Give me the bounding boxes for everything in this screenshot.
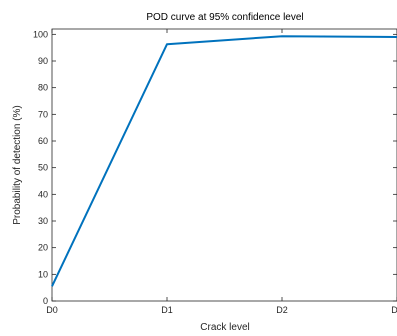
x-axis: D0 D1 D2 D3 <box>46 29 397 315</box>
x-tick-label: D1 <box>161 305 173 315</box>
series-layer <box>51 35 397 287</box>
x-tick-label: D2 <box>276 305 288 315</box>
y-tick-label: 10 <box>38 269 48 279</box>
y-tick-label: 40 <box>38 189 48 199</box>
x-tick-label: D0 <box>46 305 58 315</box>
y-tick-label: 80 <box>38 83 48 93</box>
y-tick-label: 90 <box>38 56 48 66</box>
y-tick-label: 70 <box>38 109 48 119</box>
series-line-0 <box>51 35 397 287</box>
y-tick-label: 60 <box>38 136 48 146</box>
x-axis-label: Crack level <box>200 322 249 333</box>
y-tick-label: 50 <box>38 163 48 173</box>
y-axis: 0 10 20 30 40 50 60 70 80 90 100 <box>33 29 397 306</box>
y-tick-label: 20 <box>38 243 48 253</box>
y-axis-label: Probability of detection (%) <box>12 105 23 225</box>
y-tick-label: 100 <box>33 29 48 39</box>
y-tick-label: 30 <box>38 216 48 226</box>
plot-area-frame <box>51 28 397 302</box>
chart-title: POD curve at 95% confidence level <box>146 12 303 23</box>
y-tick-label: 0 <box>43 296 48 306</box>
x-tick-label: D3 <box>391 305 397 315</box>
